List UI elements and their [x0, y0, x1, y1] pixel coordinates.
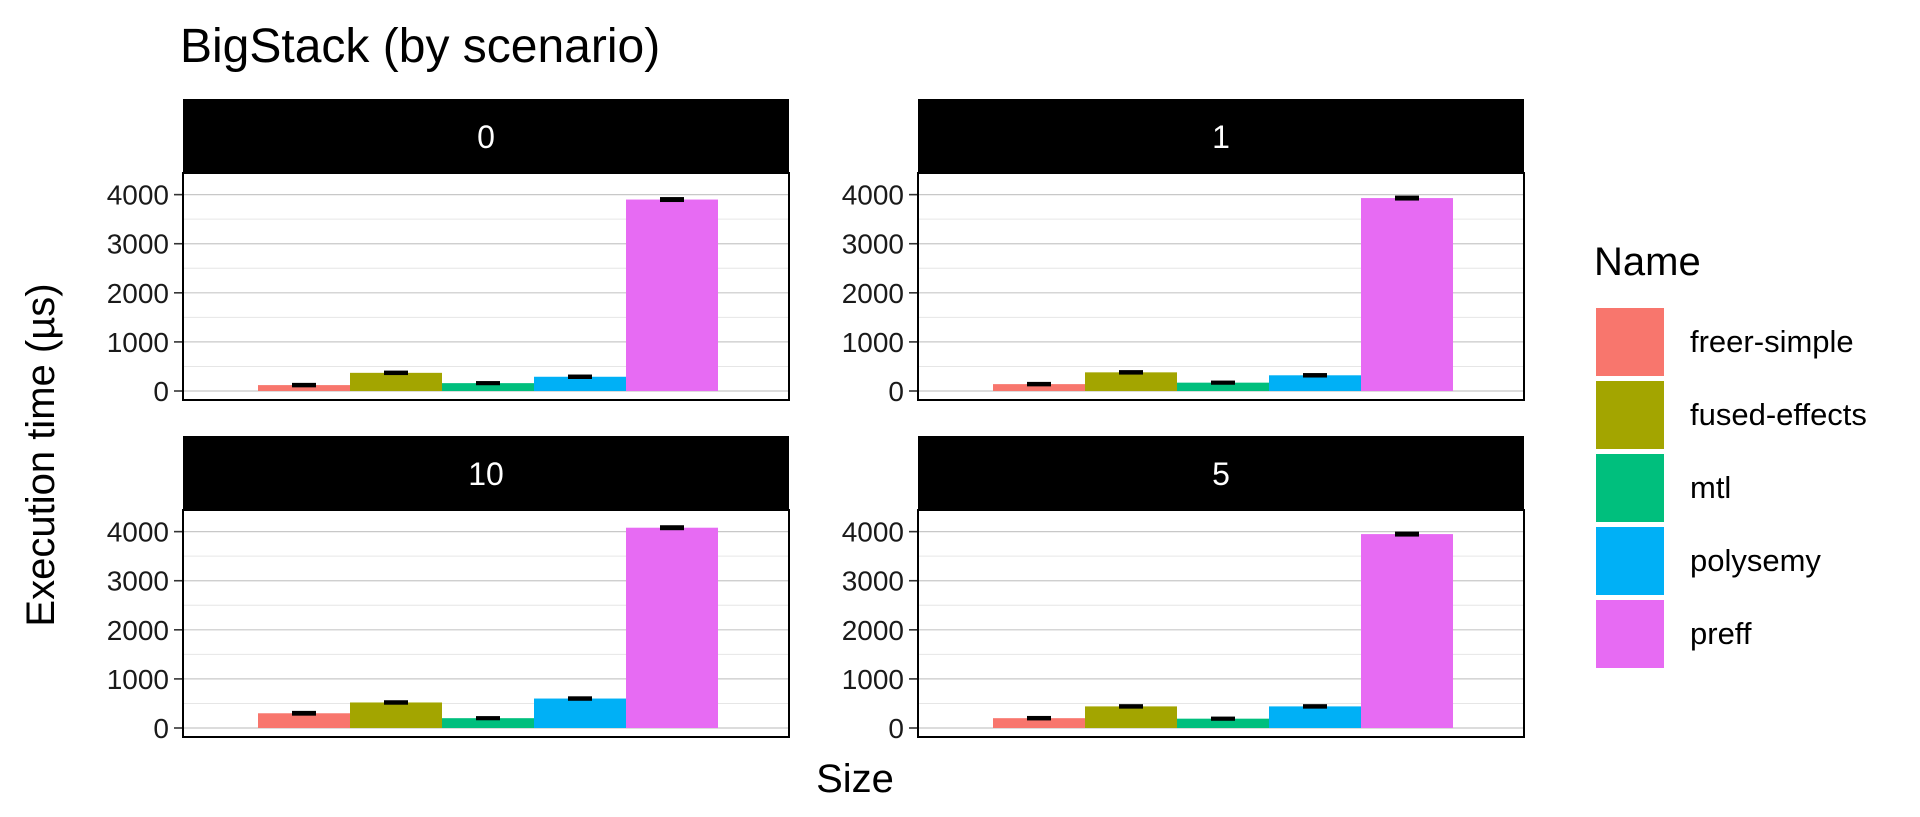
- legend-item: mtl: [1596, 454, 1731, 522]
- error-bar: [292, 382, 316, 388]
- legend-label: fused-effects: [1690, 397, 1867, 432]
- chart-title: BigStack (by scenario): [180, 20, 660, 73]
- y-tick-label: 1000: [842, 327, 904, 358]
- error-bar: [1211, 716, 1235, 721]
- legend-title: Name: [1594, 240, 1701, 284]
- facet-label: 5: [1212, 456, 1230, 492]
- error-bar: [1211, 380, 1235, 385]
- y-tick-label: 0: [153, 376, 169, 407]
- bar-mtl: [1177, 382, 1269, 391]
- error-bar: [1395, 531, 1419, 537]
- bar-polysemy: [534, 376, 626, 391]
- bar-preff: [626, 199, 718, 391]
- error-bar: [1303, 704, 1327, 709]
- facet-panel: 1 0 1000 2000 3000 4000: [842, 99, 1525, 407]
- y-tick-label: 3000: [842, 229, 904, 260]
- y-tick-label: 2000: [842, 615, 904, 646]
- legend-swatch: [1596, 308, 1664, 376]
- facet-label: 0: [477, 119, 495, 155]
- bar-freer-simple: [993, 718, 1085, 728]
- y-tick-label: 3000: [842, 566, 904, 597]
- legend-item: polysemy: [1596, 527, 1821, 595]
- error-bar: [660, 197, 684, 203]
- error-bar: [476, 381, 500, 386]
- y-tick-label: 1000: [107, 327, 169, 358]
- legend-label: preff: [1690, 616, 1752, 651]
- facet-label: 1: [1212, 119, 1230, 155]
- y-tick-label: 3000: [107, 229, 169, 260]
- error-bar: [1027, 381, 1051, 387]
- error-bar: [476, 716, 500, 721]
- y-tick-label: 0: [888, 713, 904, 744]
- legend-label: polysemy: [1690, 543, 1821, 578]
- bar-freer-simple: [258, 385, 350, 391]
- error-bar: [384, 700, 408, 705]
- error-bar: [1303, 373, 1327, 378]
- legend-label: freer-simple: [1690, 324, 1854, 359]
- panel-border: [917, 509, 1525, 738]
- legend-swatch: [1596, 527, 1664, 595]
- y-tick-label: 4000: [842, 517, 904, 548]
- bar-mtl: [442, 383, 534, 391]
- bar-preff: [1361, 534, 1453, 728]
- facet-strip: [183, 99, 789, 173]
- legend-swatch: [1596, 381, 1664, 449]
- panel-border: [182, 172, 790, 401]
- y-tick-label: 4000: [107, 517, 169, 548]
- x-axis-label: Size: [816, 757, 894, 801]
- facet-panel: 10 0 1000 2000 3000 4000: [107, 436, 790, 744]
- error-bar: [292, 710, 316, 716]
- y-tick-label: 1000: [842, 664, 904, 695]
- legend-item: freer-simple: [1596, 308, 1854, 376]
- y-tick-label: 4000: [842, 180, 904, 211]
- bar-freer-simple: [258, 713, 350, 728]
- legend: Name freer-simple fused-effects mtl polysemy…: [1594, 240, 1867, 668]
- bar-fused-effects: [1085, 706, 1177, 728]
- bar-fused-effects: [1085, 372, 1177, 391]
- bar-freer-simple: [993, 384, 1085, 391]
- facet-panel: 0 0 1000 2000 3000 4000: [107, 99, 790, 407]
- y-tick-label: 3000: [107, 566, 169, 597]
- error-bar: [1119, 704, 1143, 709]
- bar-preff: [1361, 198, 1453, 391]
- legend-label: mtl: [1690, 470, 1731, 505]
- error-bar: [1027, 715, 1051, 721]
- error-bar: [660, 525, 684, 531]
- error-bar: [1119, 370, 1143, 375]
- y-tick-label: 4000: [107, 180, 169, 211]
- error-bar: [568, 696, 592, 701]
- y-tick-label: 0: [153, 713, 169, 744]
- bar-polysemy: [534, 698, 626, 728]
- bar-polysemy: [1269, 375, 1361, 391]
- legend-item: preff: [1596, 600, 1752, 668]
- y-axis-label: Execution time (µs): [19, 283, 63, 626]
- legend-swatch: [1596, 454, 1664, 522]
- error-bar: [568, 374, 592, 379]
- y-tick-label: 2000: [107, 278, 169, 309]
- facet-strip: [183, 436, 789, 510]
- y-tick-label: 1000: [107, 664, 169, 695]
- bar-mtl: [442, 718, 534, 728]
- facet-panels: 0010002000300040001010002000300040001001…: [107, 99, 1525, 744]
- bar-polysemy: [1269, 706, 1361, 728]
- y-tick-label: 2000: [842, 278, 904, 309]
- legend-item: fused-effects: [1596, 381, 1867, 449]
- bar-fused-effects: [350, 372, 442, 391]
- facet-strip: [918, 99, 1524, 173]
- facet-strip: [918, 436, 1524, 510]
- facet-label: 10: [468, 456, 504, 492]
- bar-mtl: [1177, 718, 1269, 728]
- panel-border: [917, 172, 1525, 401]
- bar-preff: [626, 527, 718, 728]
- legend-swatch: [1596, 600, 1664, 668]
- error-bar: [384, 370, 408, 376]
- facet-panel: 5 0 1000 2000 3000 4000: [842, 436, 1525, 744]
- error-bar: [1395, 195, 1419, 201]
- y-tick-label: 0: [888, 376, 904, 407]
- y-tick-label: 2000: [107, 615, 169, 646]
- panel-border: [182, 509, 790, 738]
- bar-fused-effects: [350, 702, 442, 728]
